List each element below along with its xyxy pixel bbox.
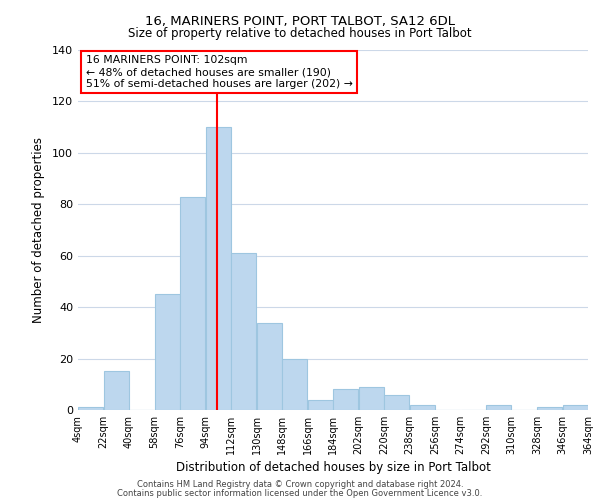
Bar: [257, 322, 281, 410]
Text: Size of property relative to detached houses in Port Talbot: Size of property relative to detached ho…: [128, 28, 472, 40]
Bar: [359, 387, 383, 410]
Bar: [232, 253, 256, 410]
Bar: [104, 372, 128, 410]
Bar: [181, 196, 205, 410]
Bar: [308, 400, 332, 410]
Text: 16, MARINERS POINT, PORT TALBOT, SA12 6DL: 16, MARINERS POINT, PORT TALBOT, SA12 6D…: [145, 15, 455, 28]
Bar: [385, 394, 409, 410]
Text: Contains public sector information licensed under the Open Government Licence v3: Contains public sector information licen…: [118, 488, 482, 498]
Bar: [334, 390, 358, 410]
Text: Contains HM Land Registry data © Crown copyright and database right 2024.: Contains HM Land Registry data © Crown c…: [137, 480, 463, 489]
Y-axis label: Number of detached properties: Number of detached properties: [32, 137, 45, 323]
Bar: [538, 408, 562, 410]
Bar: [79, 408, 103, 410]
Bar: [487, 405, 511, 410]
Bar: [563, 405, 587, 410]
Text: 16 MARINERS POINT: 102sqm
← 48% of detached houses are smaller (190)
51% of semi: 16 MARINERS POINT: 102sqm ← 48% of detac…: [86, 56, 353, 88]
Bar: [283, 358, 307, 410]
Bar: [410, 405, 434, 410]
Bar: [206, 127, 230, 410]
Bar: [155, 294, 179, 410]
X-axis label: Distribution of detached houses by size in Port Talbot: Distribution of detached houses by size …: [176, 461, 490, 474]
